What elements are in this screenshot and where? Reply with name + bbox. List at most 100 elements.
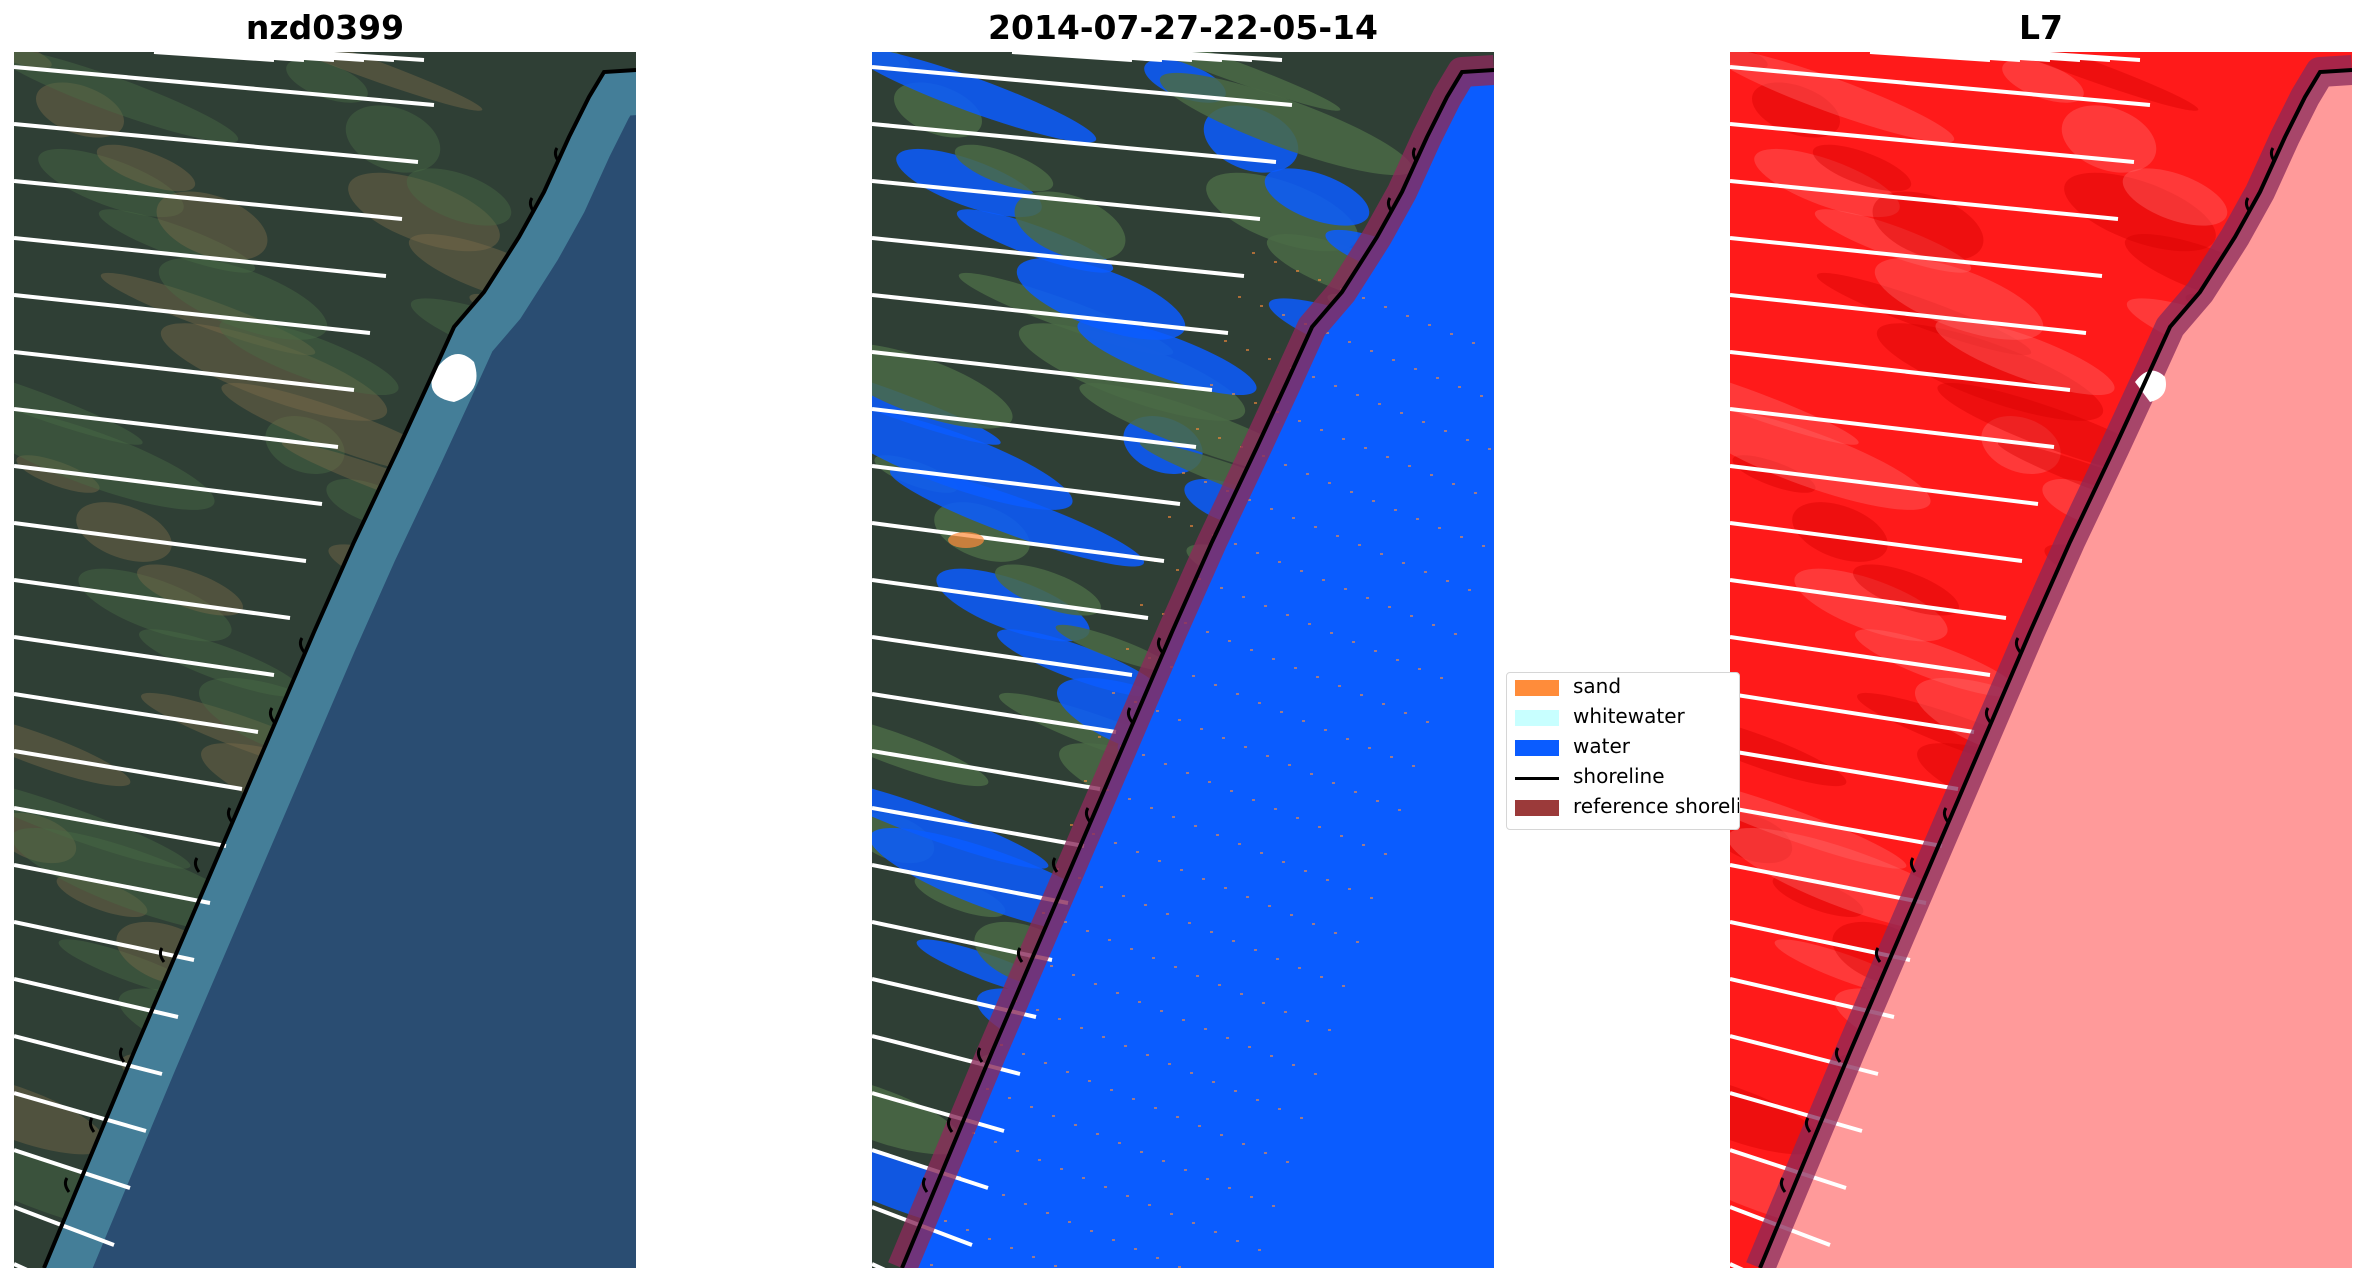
scanline-gap <box>1730 521 2023 563</box>
sand-pixel <box>1396 659 1399 661</box>
terrain-patch <box>1018 323 1246 421</box>
terrain-patch <box>1730 1073 1823 1155</box>
sand-pixel <box>1144 904 1147 906</box>
terrain-patch <box>1730 713 1847 787</box>
sand-pixel <box>1196 975 1199 977</box>
sand-pixel <box>1126 648 1129 650</box>
scanline-gap <box>1730 407 2055 449</box>
rgb-image-canvas <box>14 52 636 1268</box>
sand-pixel <box>1252 252 1255 254</box>
terrain-patch <box>14 777 191 869</box>
index-image-canvas <box>1730 52 2352 1268</box>
sand-pixel <box>1238 296 1241 298</box>
sand-pixel <box>1488 448 1491 450</box>
sand-pixel <box>1300 1117 1303 1119</box>
sand-pixel <box>1214 1231 1217 1233</box>
terrain-patch <box>1812 144 1912 192</box>
sand-pixel <box>1064 921 1067 923</box>
terrain-patch <box>156 191 268 261</box>
sand-pixel <box>1228 640 1231 642</box>
scanline-gap <box>872 1091 1005 1133</box>
index-image <box>1730 52 2352 1268</box>
sand-pixel <box>1326 879 1329 881</box>
sand-pixel <box>1474 492 1477 494</box>
sand-pixel <box>1032 1256 1035 1258</box>
sand-pixel <box>1278 1108 1281 1110</box>
scanline-gap <box>1161 52 1283 62</box>
scanline-gap <box>14 806 227 848</box>
sand-pixel <box>1216 834 1219 836</box>
terrain-patch <box>1794 568 1948 642</box>
sand-pixel <box>1284 1011 1287 1013</box>
sand-pixel <box>1362 297 1365 299</box>
terrain-patch <box>889 467 1145 567</box>
sand-pixel <box>1354 791 1357 793</box>
terrain-patch <box>76 502 172 562</box>
sand-pixel <box>1356 394 1359 396</box>
sand-pixel <box>1108 939 1111 941</box>
sand-pixel <box>1308 623 1311 625</box>
shoreline-detail <box>193 857 201 873</box>
scanline-gap <box>14 350 355 392</box>
terrain-patch <box>936 568 1090 642</box>
legend-swatch-reference-buffer <box>1515 800 1559 816</box>
sand-pixel <box>1314 526 1317 528</box>
scanline-gap <box>14 1034 163 1076</box>
sand-pixel <box>1428 324 1431 326</box>
sand-pixel <box>1300 570 1303 572</box>
sand-pixel <box>1446 580 1449 582</box>
terrain-patch <box>139 629 303 697</box>
terrain-patch <box>286 59 368 103</box>
sand-pixel <box>1068 1221 1071 1223</box>
sand-pixel <box>1346 738 1349 740</box>
panel-title-index: L7 <box>2019 8 2063 47</box>
sand-pixel <box>1270 1055 1273 1057</box>
sand-pixel <box>1320 429 1323 431</box>
cloud-patch <box>431 354 477 402</box>
scanline-gap <box>14 293 371 335</box>
sand-pixel <box>1424 571 1427 573</box>
sand-pixel <box>1304 870 1307 872</box>
sand-pixel <box>1274 808 1277 810</box>
sand-pixel <box>1134 1248 1137 1250</box>
sand-pixel <box>1272 658 1275 660</box>
terrain-patch <box>1206 172 1358 252</box>
sand-pixel <box>1212 1081 1215 1083</box>
sand-pixel <box>1340 835 1343 837</box>
sand-pixel <box>1072 974 1075 976</box>
scanline-gap <box>14 179 403 221</box>
shoreline-detail <box>2014 637 2022 653</box>
sand-pixel <box>1246 349 1249 351</box>
sand-pixel <box>1256 552 1259 554</box>
sand-pixel <box>1372 500 1375 502</box>
land-area <box>14 52 636 1268</box>
sand-pixel <box>1008 1097 1011 1099</box>
terrain-patch <box>1872 191 1984 261</box>
sand-pixel <box>1190 525 1193 527</box>
sand-pixel <box>1370 897 1373 899</box>
sand-pixel <box>1254 402 1257 404</box>
sand-pixel <box>1118 1142 1121 1144</box>
terrain-patch <box>56 874 148 918</box>
terrain-patch <box>14 812 77 864</box>
terrain-patch <box>1099 52 1341 111</box>
terrain-patch <box>96 144 196 192</box>
sand-pixel <box>944 1220 947 1222</box>
terrain-patch <box>1732 455 1816 493</box>
sand-pixel <box>1342 438 1345 440</box>
terrain-patch <box>1792 502 1888 562</box>
sand-pixel <box>1192 1222 1195 1224</box>
sand-pixel <box>1342 985 1345 987</box>
sand-pixel <box>1190 1072 1193 1074</box>
sand-pixel <box>1074 1124 1077 1126</box>
sand-pixel <box>1240 993 1243 995</box>
terrain-patch <box>348 172 500 252</box>
sand-pixel <box>1224 887 1227 889</box>
sand-pixel <box>1416 518 1419 520</box>
sand-pixel <box>1084 780 1087 782</box>
sand-pixel <box>1158 860 1161 862</box>
scanline-gap <box>1730 236 2103 278</box>
sand-pixel <box>1126 1195 1129 1197</box>
terrain-patch <box>1014 191 1126 261</box>
scanline-gap <box>14 920 195 962</box>
